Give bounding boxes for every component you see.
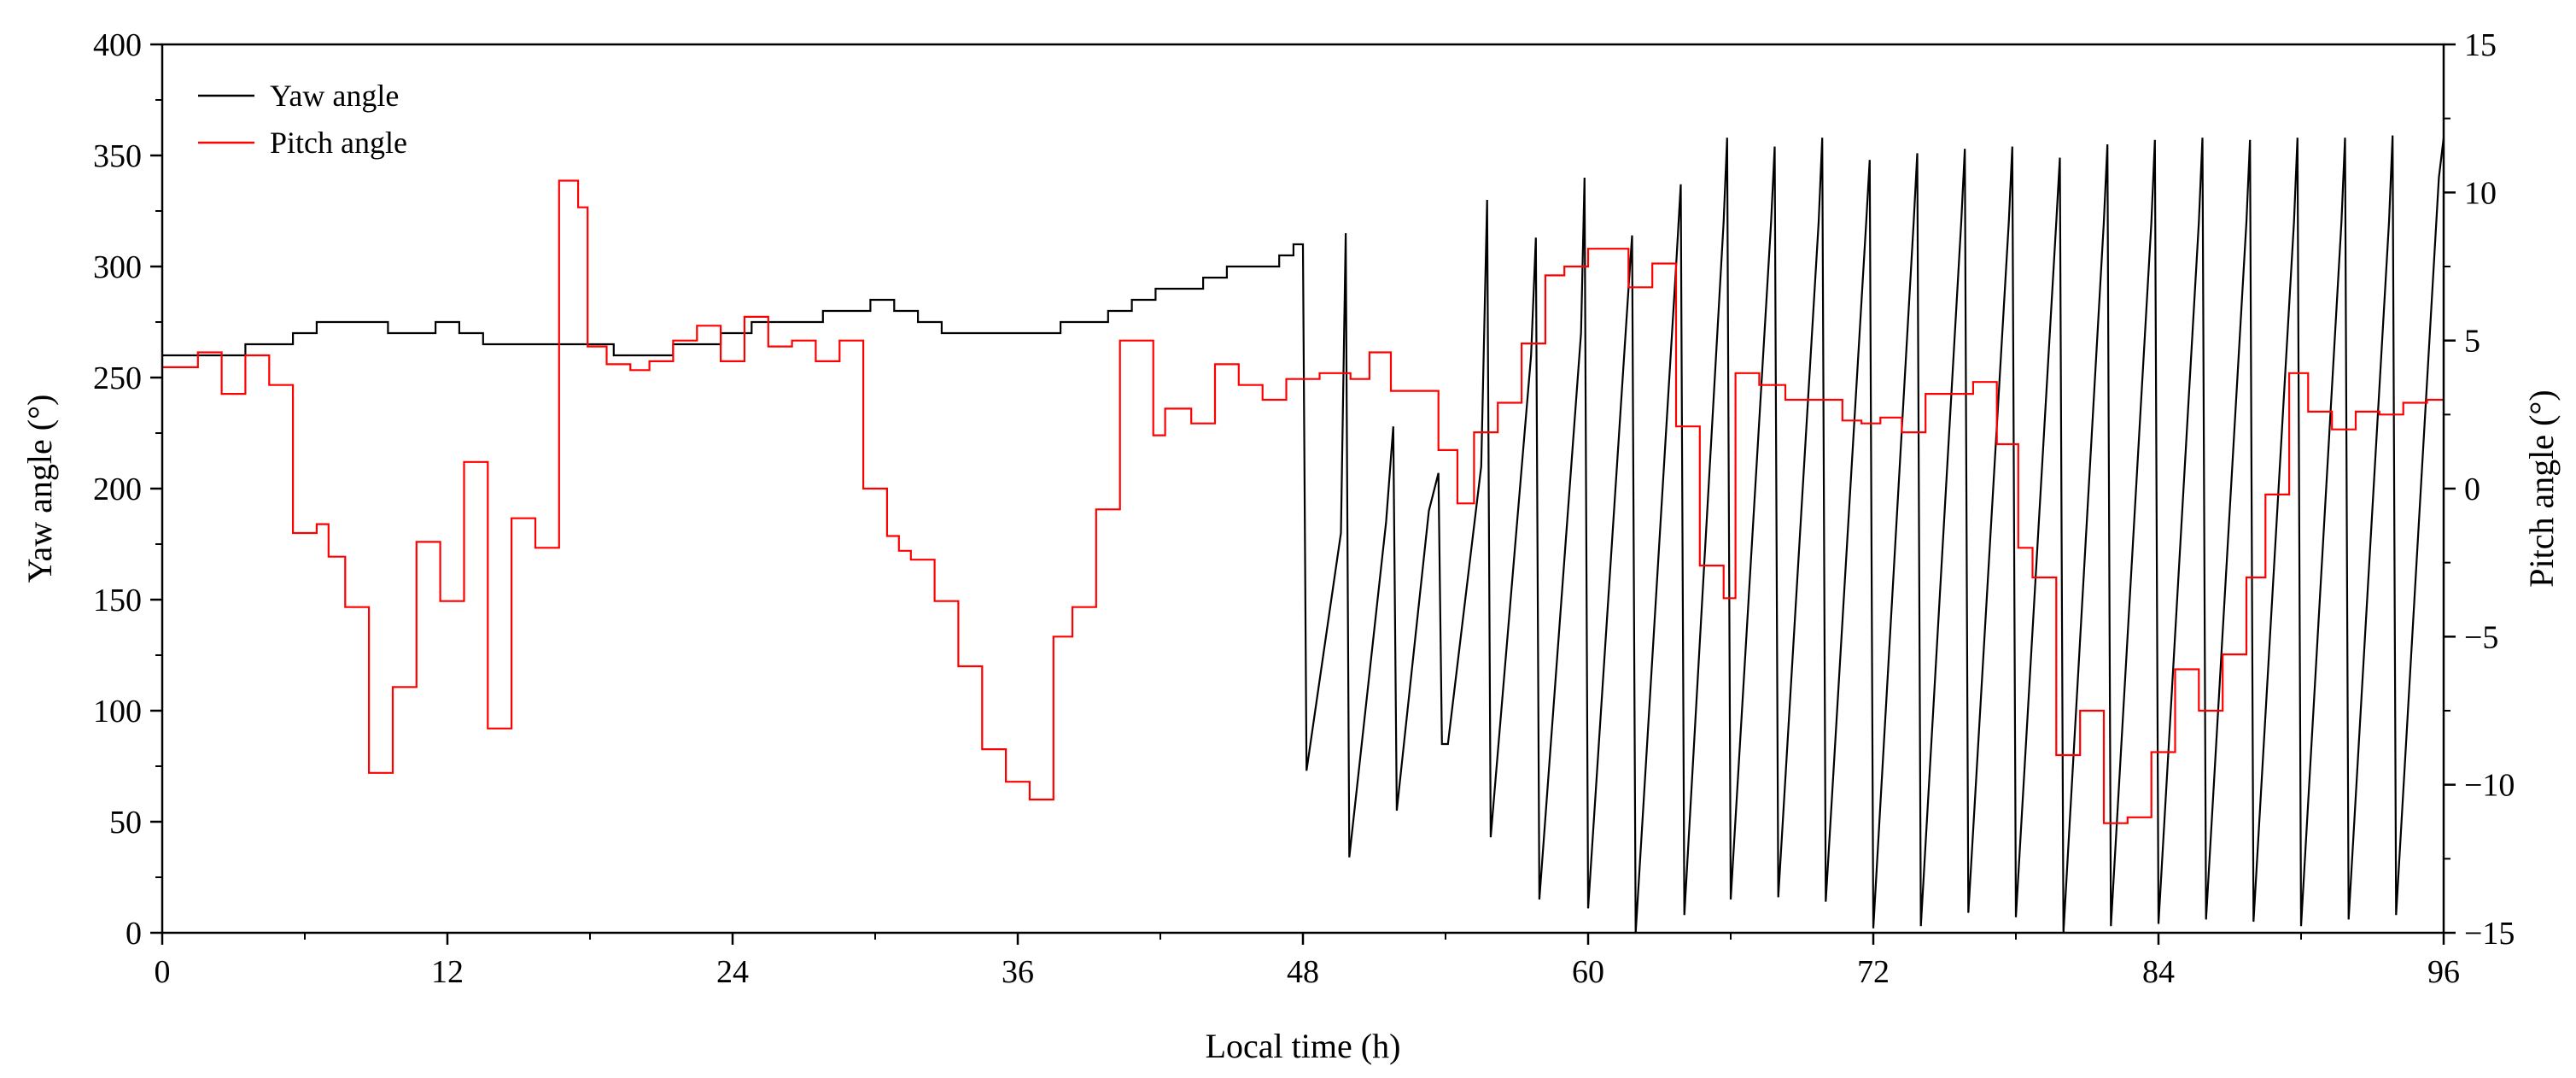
y-tick-label: 150	[93, 583, 142, 618]
y2-tick-label: −15	[2464, 916, 2515, 952]
legend-label-pitch-angle: Pitch angle	[270, 126, 407, 160]
x-tick-label: 96	[2427, 954, 2460, 990]
y2-tick-label: −10	[2464, 768, 2515, 804]
x-tick-label: 84	[2142, 954, 2175, 990]
series-line-yaw-angle	[162, 135, 2445, 934]
y-tick-label: 0	[126, 916, 142, 952]
x-tick-label: 24	[716, 954, 749, 990]
y-tick-label: 350	[93, 138, 142, 174]
y2-axis-title: Pitch angle (°)	[2522, 390, 2561, 587]
y2-tick-label: 10	[2464, 175, 2497, 211]
legend-label-yaw-angle: Yaw angle	[270, 79, 399, 113]
y2-tick-label: 15	[2464, 27, 2497, 63]
x-tick-label: 0	[155, 954, 171, 990]
y-tick-label: 200	[93, 472, 142, 507]
y-tick-label: 250	[93, 360, 142, 396]
x-tick-label: 72	[1857, 954, 1890, 990]
x-tick-label: 12	[431, 954, 464, 990]
x-tick-label: 60	[1572, 954, 1604, 990]
y2-tick-label: −5	[2464, 619, 2498, 655]
x-tick-label: 36	[1002, 954, 1034, 990]
y-tick-label: 100	[93, 694, 142, 729]
y-tick-label: 300	[93, 249, 142, 285]
plot-frame	[161, 43, 2445, 934]
y-tick-label: 50	[109, 805, 142, 841]
x-axis-title: Local time (h)	[1206, 1027, 1401, 1065]
y2-tick-label: 5	[2464, 324, 2480, 360]
y-axis-title: Yaw angle (°)	[20, 395, 59, 583]
series-line-pitch-angle	[162, 179, 2444, 824]
x-tick-label: 48	[1287, 954, 1319, 990]
y2-tick-label: 0	[2464, 472, 2480, 507]
y-tick-label: 400	[93, 27, 142, 63]
